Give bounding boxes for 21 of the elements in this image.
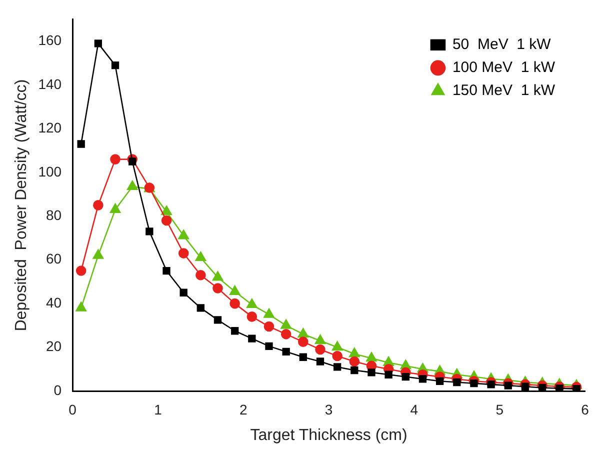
x-tick-label: 0 xyxy=(68,401,77,418)
y-axis-title: Deposited Power Density (Watt/cc) xyxy=(13,79,30,332)
y-tick-label: 20 xyxy=(46,338,62,354)
y-tick-label: 0 xyxy=(54,382,62,398)
y-tick-label: 140 xyxy=(38,76,62,92)
y-tick-label: 160 xyxy=(38,32,62,48)
x-tick-label: 6 xyxy=(581,401,590,418)
y-tick-label: 100 xyxy=(38,163,62,180)
legend-label: 50 MeV 1 kW xyxy=(452,36,552,54)
y-tick-label: 80 xyxy=(46,206,62,223)
x-tick-label: 4 xyxy=(410,401,418,418)
legend-label: 150 MeV 1 kW xyxy=(452,82,556,100)
x-axis-title: Target Thickness (cm) xyxy=(250,426,408,444)
x-tick-label: 2 xyxy=(239,401,248,418)
x-tick-label: 1 xyxy=(154,401,162,418)
y-tick-label: 60 xyxy=(46,250,62,267)
legend-label: 100 MeV 1 kW xyxy=(452,59,556,76)
y-tick-label: 40 xyxy=(46,294,62,310)
y-tick-label: 120 xyxy=(38,120,62,136)
x-tick-label: 3 xyxy=(324,401,333,418)
x-tick-label: 5 xyxy=(496,401,504,418)
